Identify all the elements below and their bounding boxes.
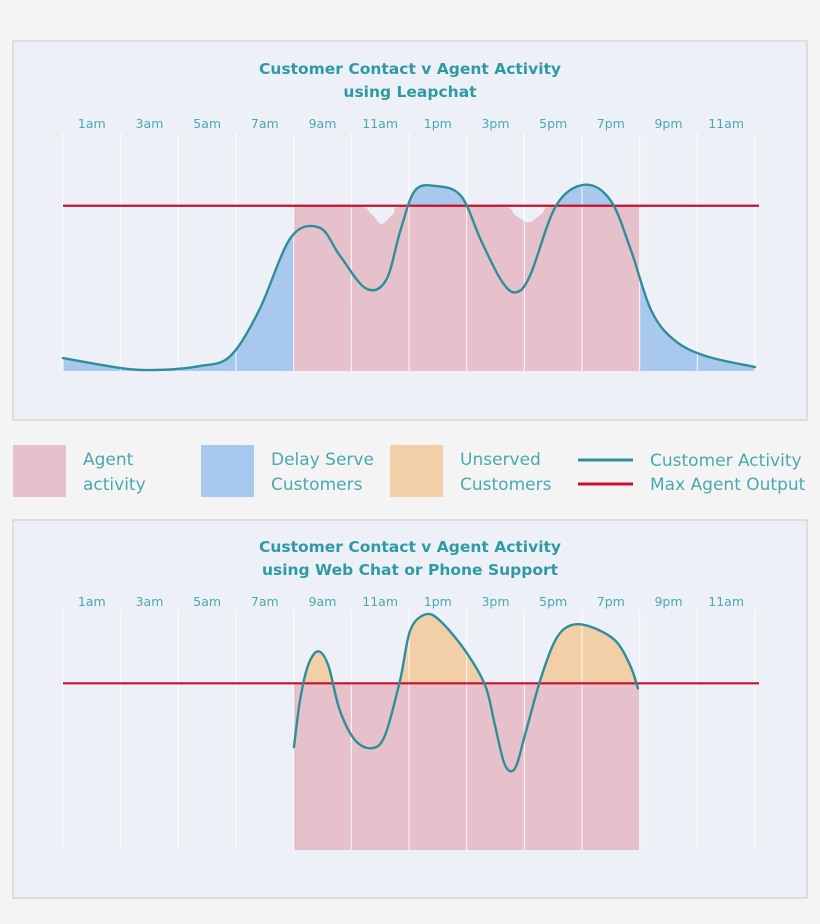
x-tick-label: 3am xyxy=(136,594,164,609)
chart-title: Customer Contact v Agent Activity xyxy=(259,538,561,556)
x-tick-label: 3pm xyxy=(481,116,509,131)
x-tick-label: 7am xyxy=(251,116,279,131)
chart-subtitle: using Web Chat or Phone Support xyxy=(262,561,559,579)
customer-activity-line xyxy=(292,612,640,773)
x-tick-label: 9am xyxy=(309,116,337,131)
x-tick-label: 5am xyxy=(193,116,221,131)
legend-swatch xyxy=(390,445,443,497)
x-tick-label: 11am xyxy=(708,594,744,609)
legend-label: Customers xyxy=(460,475,552,495)
legend-item: Unserved Customers xyxy=(390,445,552,497)
x-tick-label: 5pm xyxy=(539,594,567,609)
legend-item: Agent activity xyxy=(13,445,146,497)
x-tick-label: 1pm xyxy=(424,116,452,131)
x-tick-label: 9pm xyxy=(654,116,682,131)
x-tick-label: 3am xyxy=(136,116,164,131)
x-tick-label: 5am xyxy=(193,594,221,609)
legend-item: Customer Activity xyxy=(578,451,802,471)
x-tick-label: 11am xyxy=(362,594,398,609)
legend-label: Unserved xyxy=(460,450,541,470)
chart-subtitle: using Leapchat xyxy=(343,83,477,101)
x-tick-label: 1pm xyxy=(424,594,452,609)
x-tick-label: 7am xyxy=(251,594,279,609)
x-tick-label: 11am xyxy=(708,116,744,131)
x-tick-label: 3pm xyxy=(481,594,509,609)
legend-swatch xyxy=(13,445,66,497)
legend-item: Max Agent Output xyxy=(578,475,806,495)
x-tick-label: 9am xyxy=(309,594,337,609)
chart-web-chat-phone: Customer Contact v Agent Activity using … xyxy=(12,519,808,899)
chart-leapchat: Customer Contact v Agent Activity using … xyxy=(12,40,808,421)
legend-label: Customers xyxy=(271,475,363,495)
legend-label: Max Agent Output xyxy=(650,475,806,495)
x-tick-label: 1am xyxy=(78,594,106,609)
x-tick-label: 11am xyxy=(362,116,398,131)
chart-title: Customer Contact v Agent Activity xyxy=(259,60,561,78)
x-tick-label: 7pm xyxy=(597,116,625,131)
x-tick-label: 5pm xyxy=(539,116,567,131)
x-tick-label: 7pm xyxy=(597,594,625,609)
x-tick-label: 1am xyxy=(78,116,106,131)
x-tick-label: 9pm xyxy=(654,594,682,609)
legend-label: Delay Serve xyxy=(271,450,374,470)
legend-label: Agent xyxy=(83,450,134,470)
legend-swatch xyxy=(201,445,254,497)
legend-label: activity xyxy=(83,475,146,495)
legend-label: Customer Activity xyxy=(650,451,802,471)
customer-activity-line xyxy=(61,183,757,372)
legend-item: Delay Serve Customers xyxy=(201,445,374,497)
